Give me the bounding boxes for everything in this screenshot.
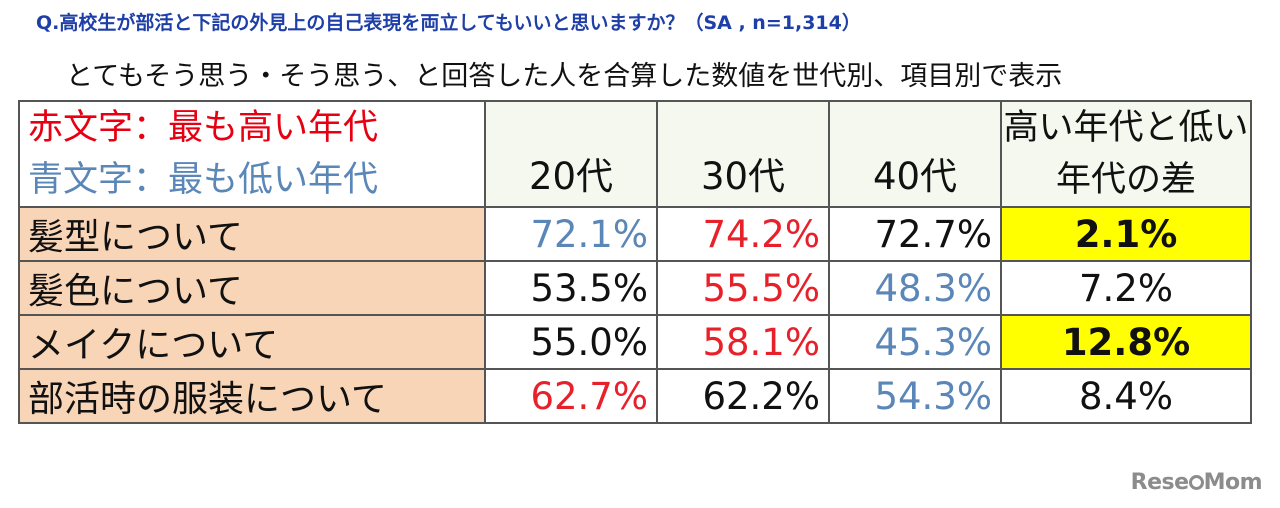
row-label: 髪型について [18, 206, 486, 262]
cell-difference: 8.4% [1000, 368, 1252, 424]
cell-difference: 2.1% [1000, 206, 1252, 262]
cell-20s: 53.5% [484, 260, 658, 316]
table-row: 髪型について 72.1% 74.2% 72.7% 2.1% [18, 206, 1252, 262]
table-row: メイクについて 55.0% 58.1% 45.3% 12.8% [18, 314, 1252, 370]
legend-highest: 赤文字：最も高い年代 [28, 108, 379, 148]
cell-30s: 55.5% [656, 260, 830, 316]
cell-difference: 12.8% [1000, 314, 1252, 370]
row-label: 髪色について [18, 260, 486, 316]
cell-30s: 74.2% [656, 206, 830, 262]
header-30s: 30代 [656, 100, 830, 208]
cell-20s: 55.0% [484, 314, 658, 370]
cell-40s: 45.3% [828, 314, 1002, 370]
legend-cell: 赤文字：最も高い年代 青文字：最も低い年代 [18, 100, 486, 208]
cell-40s: 54.3% [828, 368, 1002, 424]
cell-20s: 62.7% [484, 368, 658, 424]
logo-text-start: Rese [1130, 470, 1189, 495]
resemom-logo: Rese Mom [1130, 470, 1263, 495]
table-row: 部活時の服装について 62.7% 62.2% 54.3% 8.4% [18, 368, 1252, 424]
logo-text-end: Mom [1203, 470, 1263, 495]
row-label: 部活時の服装について [18, 368, 486, 424]
header-difference: 高い年代と低い年代の差 [1000, 100, 1252, 208]
header-row: 赤文字：最も高い年代 青文字：最も低い年代 20代 30代 40代 高い年代と低… [18, 100, 1252, 208]
cell-20s: 72.1% [484, 206, 658, 262]
cell-30s: 58.1% [656, 314, 830, 370]
cell-40s: 48.3% [828, 260, 1002, 316]
row-label: メイクについて [18, 314, 486, 370]
header-20s: 20代 [484, 100, 658, 208]
header-40s: 40代 [828, 100, 1002, 208]
legend-lowest: 青文字：最も低い年代 [28, 160, 379, 200]
results-table: 赤文字：最も高い年代 青文字：最も低い年代 20代 30代 40代 高い年代と低… [18, 100, 1252, 424]
subtitle-text: とてもそう思う・そう思う、と回答した人を合算した数値を世代別、項目別で表示 [66, 61, 1063, 92]
table-row: 髪色について 53.5% 55.5% 48.3% 7.2% [18, 260, 1252, 316]
logo-circle-icon [1188, 475, 1204, 490]
cell-30s: 62.2% [656, 368, 830, 424]
cell-difference: 7.2% [1000, 260, 1252, 316]
cell-40s: 72.7% [828, 206, 1002, 262]
question-text: Q.高校生が部活と下記の外見上の自己表現を両立してもいいと思いますか？（SA ,… [36, 12, 861, 34]
